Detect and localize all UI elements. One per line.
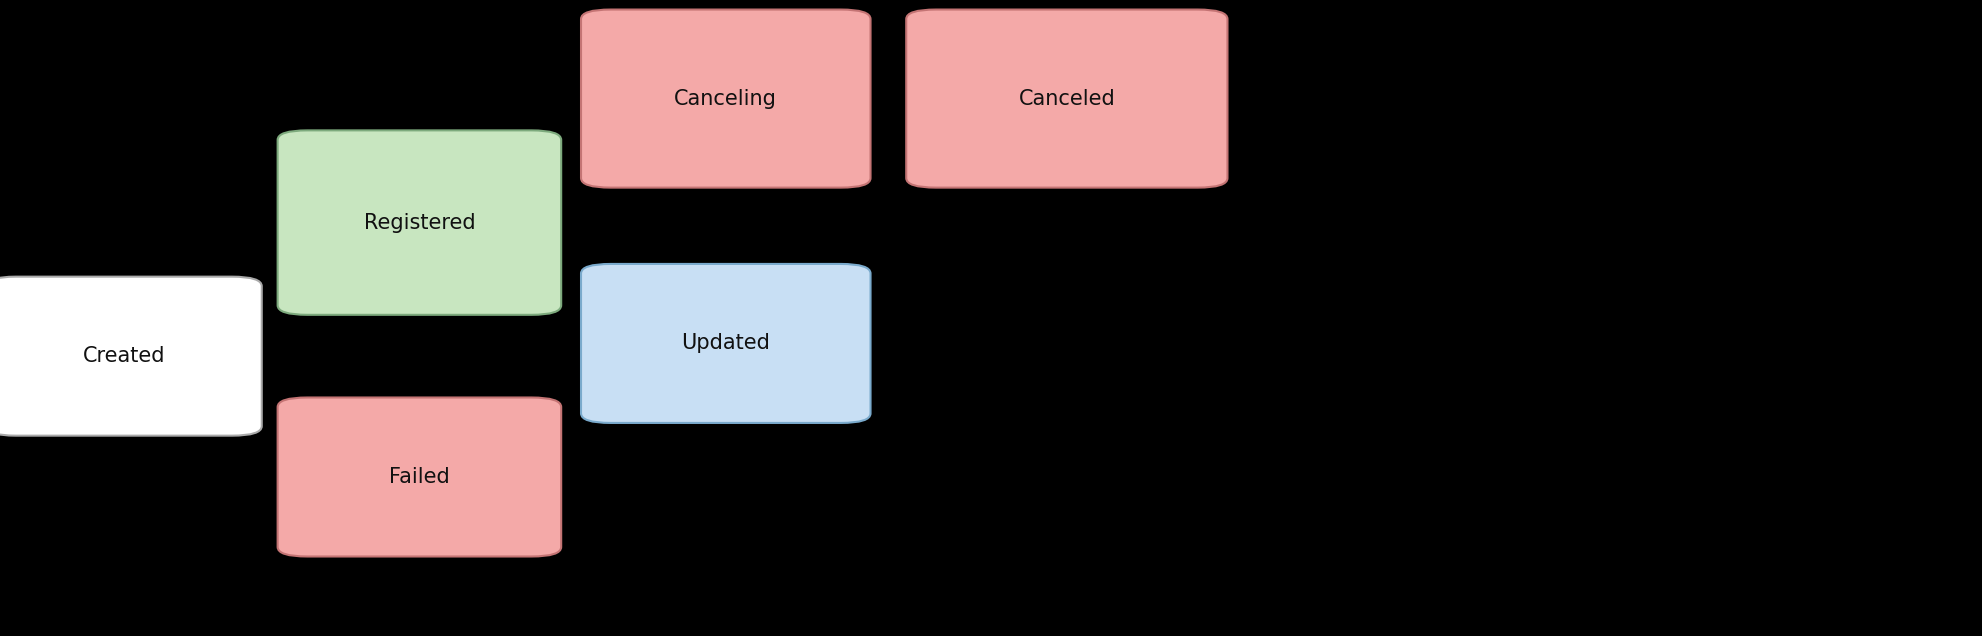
Text: Canceling: Canceling: [674, 88, 777, 109]
Text: Updated: Updated: [682, 333, 769, 354]
FancyBboxPatch shape: [0, 277, 262, 436]
FancyBboxPatch shape: [581, 264, 870, 423]
FancyBboxPatch shape: [581, 10, 870, 188]
FancyBboxPatch shape: [277, 130, 561, 315]
FancyBboxPatch shape: [277, 398, 561, 556]
Text: Canceled: Canceled: [1019, 88, 1114, 109]
Text: Created: Created: [83, 346, 165, 366]
Text: Registered: Registered: [363, 212, 476, 233]
FancyBboxPatch shape: [906, 10, 1227, 188]
Text: Failed: Failed: [388, 467, 450, 487]
